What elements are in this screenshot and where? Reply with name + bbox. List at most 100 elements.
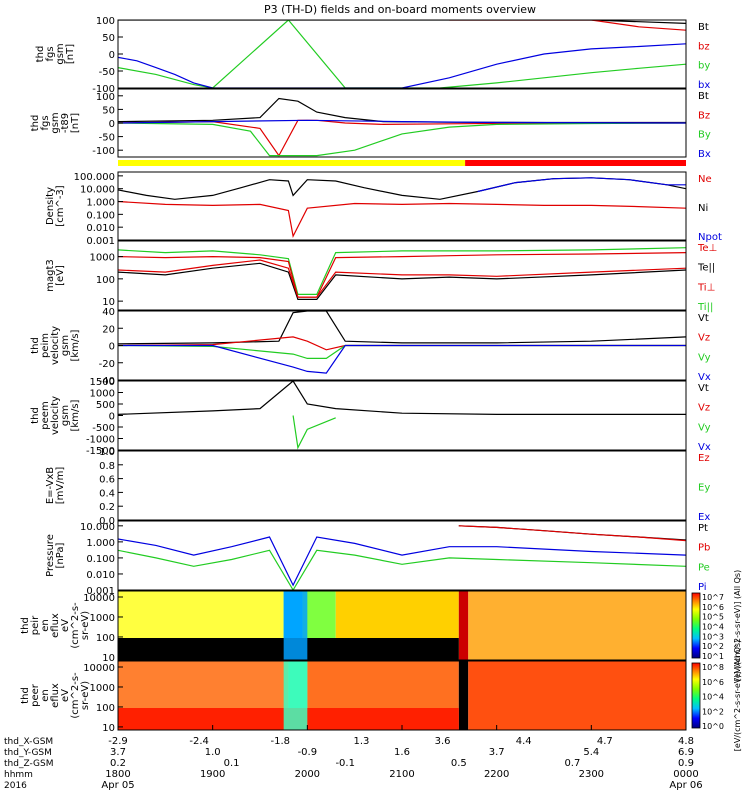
peim_vel-ytick-4: -40 [99,376,115,387]
peem_vel-ytick-0: 1500 [90,377,115,388]
plot-title: P3 (TH-D) fields and on-board moments ov… [264,3,536,16]
efield-ytick-5: 0.0 [99,516,115,527]
temp-series-Ti|| [118,247,686,295]
peir-colorbar-tick-4: 10^3 [702,632,724,641]
peem_vel-legend-2: Vy [698,422,711,433]
peir-block-4 [458,591,469,660]
peer-colorbar-tick-1: 10^6 [702,678,724,687]
xaxis-row-1-value-5: 5.4 [583,747,599,758]
density-ylabel-0: Density [45,187,56,225]
peem_vel-ytick-6: -1500 [86,446,115,457]
peim_vel-series-Vx [118,344,686,374]
peim_vel-data [118,311,686,374]
temp-legend-2: Ti⊥ [697,282,715,293]
xaxis-row-3-value-5: 2300 [579,769,604,780]
xaxis-row-2-value-4: 0.7 [564,758,580,769]
peer-block-3 [458,661,469,730]
xaxis-row-2-value-1: 0.1 [224,758,240,769]
xaxis-row-1-value-1: 1.0 [205,747,221,758]
fgs-series-bx [118,43,686,88]
peir-block-5 [468,591,686,660]
pressure-data [118,525,686,590]
xaxis-row-3-value-6: 0000 [673,769,698,780]
peir-crossing [283,591,308,660]
density-legend-1: Ni [698,203,708,214]
peir-ylabel-3: eflux [50,613,61,638]
peim_vel-ylabel-0: thd [30,337,41,354]
density-frame [117,171,687,241]
peem_vel-frame [117,380,687,451]
xaxis-row-3-value-4: 2200 [484,769,509,780]
peer-ylabel-3: eflux [50,683,61,708]
density-ytick-5: 0.001 [86,236,115,247]
density-ytick-3: 0.100 [86,210,115,221]
peer-ylabel-2: en [40,689,51,702]
peim_vel-ytick-1: 20 [102,324,115,335]
peim_vel-series-Vt [118,311,686,345]
peem_vel-ylabel-4: [km/s] [70,399,81,431]
peer-ytick-1: 1000 [90,683,115,694]
xaxis-row-3-value-2: 2000 [295,769,320,780]
temp-frame [117,240,687,311]
xaxis-row-2-value-5: 0.9 [678,758,694,769]
peim_vel-legend-1: Vz [698,333,710,344]
fgs-ytick-1: 50 [102,33,115,44]
fgs_t89-series-Bz [118,119,686,157]
fgs_t89-series-Bt [118,97,686,124]
fgs-ytick-2: 0 [109,50,115,61]
pressure-legend-2: Pe [698,562,710,573]
peer-block-4 [468,661,686,730]
xaxis-row-label-3: hhmm [4,770,33,780]
peem_vel-ytick-4: -500 [92,423,115,434]
pressure-ylabel-0: Pressure [45,534,56,577]
fgs-ylabel-0: thd [35,46,46,63]
fgs-ytick-4: -100 [92,84,115,95]
xaxis-row-2-value-3: 0.5 [451,758,467,769]
peer-ylabel-5: (cm^2-s- [70,672,81,719]
peir-colorbar-tick-1: 10^6 [702,603,724,612]
xaxis-row-1-value-0: 3.7 [110,747,126,758]
peir-colorbar-tick-5: 10^2 [702,642,724,651]
efield-ylabel-1: [mV/m] [55,467,66,505]
fgs-ylabel-2: gsm [55,43,66,64]
pressure-series-Pe [118,549,686,590]
peim_vel-ytick-3: -20 [99,359,115,370]
density-data [118,177,686,238]
density-legend-2: Npot [698,232,722,243]
peir-colorbar [691,592,701,659]
xaxis-row-3-value-0: 1800 [105,769,130,780]
fgs-legend-2: by [698,61,710,72]
peer-ylabel-0: thd [20,687,31,704]
peer-colorbar-label: [eV/(cm^2-s-sr-eV)] (All Qs) [733,640,742,751]
peir-ylabel-2: en [40,619,51,632]
peer-ylabel-1: peer [30,683,41,707]
peer-data [118,661,686,730]
efield-legend-2: Ex [698,512,710,523]
panel-density: 100.000 10.000 1.0000.100 0.010 0.001 Density… [45,171,722,247]
peim_vel-legend-2: Vy [698,352,711,363]
peir-ylabel-1: peir [30,615,41,635]
peim_vel-legend-3: Vx [698,372,711,383]
temp-legend-3: Ti|| [697,302,713,313]
peem_vel-legend-3: Vx [698,442,711,453]
temp-series-Te|| [118,262,686,300]
fgs_t89-legend-2: By [698,130,711,141]
xaxis-row-1-value-4: 3.7 [489,747,505,758]
pressure-ylabel-1: [nPa] [55,542,66,568]
peim_vel-legend-0: Vt [698,313,709,324]
density-ylabel-1: [cm^-3] [55,185,66,226]
panel-fgs: 100 50 0 -50 -100 thd fgs gsm [nT] Bt bz by bx [35,16,710,95]
peer-colorbar-tick-0: 10^8 [702,663,724,672]
peim_vel-ylabel-3: gsm [60,335,71,356]
peim_vel-series-Vy [118,344,686,359]
efield-ytick-0: 1.0 [99,447,115,458]
peem_vel-data [118,381,686,450]
fgs_t89-legend-0: Bt [698,91,709,102]
density-legend-0: Ne [698,174,712,185]
efield-legend-1: Ey [698,483,710,494]
peem_vel-ylabel-1: peem [40,401,51,429]
peim_vel-ylabel-4: [km/s] [70,329,81,361]
fgs-legend-3: bx [698,80,710,91]
